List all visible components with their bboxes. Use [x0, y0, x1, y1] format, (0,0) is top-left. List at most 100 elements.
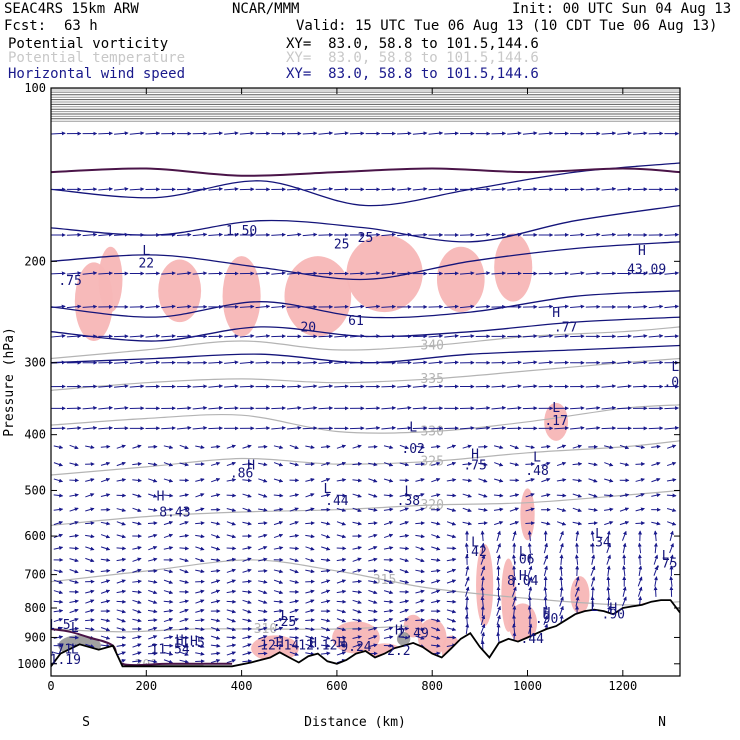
wind-vector: [507, 131, 522, 136]
wind-vector: [397, 405, 412, 410]
wind-vector: [349, 304, 365, 309]
wind-vector: [116, 651, 126, 656]
wind-vector: [320, 521, 331, 526]
wind-vector: [195, 608, 205, 613]
wind-vector: [336, 609, 347, 614]
wind-vector: [242, 659, 252, 664]
init-time: Init: 00 UTC Sun 04 Aug 13: [512, 1, 732, 17]
wind-vector: [415, 569, 425, 574]
pv-value-label: .90: [535, 612, 558, 627]
wind-vector: [606, 596, 611, 607]
wind-vector: [431, 599, 441, 604]
wind-vector: [100, 635, 111, 640]
wind-vector: [163, 462, 174, 467]
theta-contour-315: [51, 559, 680, 606]
wind-vector: [352, 521, 362, 526]
wind-vector: [554, 334, 569, 339]
wind-vector: [176, 232, 192, 237]
wind-vector: [617, 334, 632, 339]
wind-vector: [590, 576, 596, 587]
wind-vector: [53, 478, 64, 483]
wind-vector: [480, 576, 485, 587]
wind-vector: [556, 444, 567, 449]
wind-vector: [85, 534, 95, 539]
model-title: SEAC4RS 15km ARW: [4, 1, 139, 17]
wind-vector: [397, 426, 412, 431]
wind-vector: [69, 462, 79, 467]
wind-vector: [69, 444, 79, 450]
wind-vector: [588, 478, 598, 483]
wind-vector: [574, 554, 579, 565]
wind-vector: [147, 579, 158, 584]
wind-vector: [480, 623, 486, 634]
extremum-marker: L: [533, 450, 541, 465]
wind-vector: [147, 444, 158, 449]
wind-vector: [496, 576, 501, 587]
wind-vector: [82, 232, 98, 237]
wind-vector: [53, 617, 64, 623]
wind-vector: [399, 493, 410, 498]
wind-vector: [273, 493, 284, 498]
wind-vector: [302, 131, 318, 136]
wind-vector: [651, 493, 661, 498]
pv-value-label: 12.14: [260, 639, 299, 654]
wind-vector: [195, 445, 205, 450]
wind-vector: [192, 426, 208, 431]
wind-vector: [511, 554, 516, 565]
wind-vector: [255, 426, 271, 431]
wind-vector: [507, 406, 522, 411]
wind-vector: [480, 614, 486, 626]
wind-vector: [666, 507, 677, 512]
wind-vector: [527, 565, 533, 576]
wind-vector: [161, 304, 176, 309]
pv-value-label: 2.2: [387, 644, 410, 659]
wind-vector: [321, 635, 331, 640]
wind-vector: [415, 546, 425, 551]
wind-vector: [210, 568, 221, 573]
wind-vector: [258, 579, 268, 584]
wind-vector: [242, 521, 252, 526]
wind-vector: [491, 405, 507, 410]
extremum-marker: H: [519, 569, 527, 584]
wind-vector: [100, 493, 111, 498]
wind-vector: [336, 589, 347, 594]
wind-vector: [176, 304, 192, 309]
wind-vector: [289, 546, 300, 551]
wind-vector: [226, 444, 237, 449]
wind-vector: [85, 493, 95, 498]
wind-vector: [478, 462, 488, 467]
wind-vector: [622, 586, 627, 597]
wind-vector: [651, 521, 661, 526]
wind-vector: [446, 579, 457, 584]
wind-vector: [148, 626, 158, 631]
wind-vector: [100, 546, 111, 551]
wind-vector: [320, 444, 331, 449]
wind-vector: [273, 478, 284, 483]
wind-vector: [381, 425, 397, 430]
wind-vector: [352, 618, 362, 623]
wind-vector: [511, 586, 517, 597]
wind-vector: [321, 534, 331, 539]
wind-vector: [368, 626, 378, 631]
x-tick-label: 400: [231, 679, 253, 693]
wind-vector: [601, 360, 617, 365]
pv-value-label: 11.5: [174, 636, 205, 651]
wind-vector: [69, 580, 79, 584]
pv-value-label: 1.19: [50, 653, 81, 668]
wind-vector: [210, 643, 221, 648]
wind-vector: [208, 384, 224, 389]
wind-vector: [195, 643, 205, 648]
wind-vector: [210, 635, 221, 640]
wind-vector: [66, 232, 82, 237]
wind-vector: [664, 271, 680, 276]
wind-vector: [480, 530, 485, 542]
wind-vector: [305, 534, 315, 539]
wind-vector: [239, 131, 255, 136]
wind-vector: [163, 590, 174, 595]
wind-vector: [53, 608, 64, 613]
wind-vector: [399, 558, 410, 563]
pv-value-label: 11.54: [151, 643, 190, 658]
wind-vector: [224, 384, 239, 389]
wind-vector: [66, 334, 82, 339]
wind-vector: [415, 635, 425, 640]
